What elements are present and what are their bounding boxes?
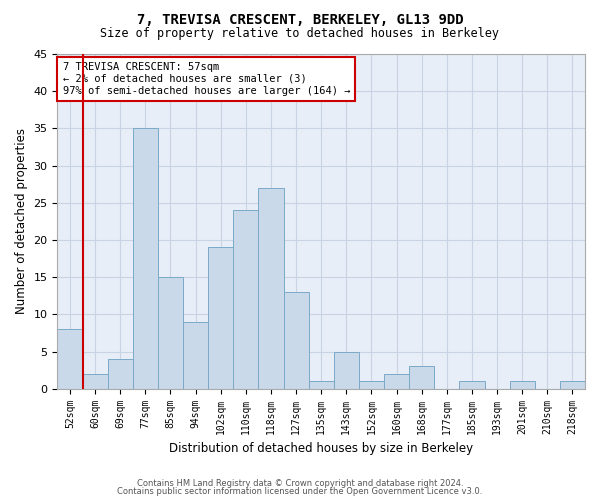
Bar — [183, 322, 208, 388]
Bar — [560, 382, 585, 388]
Bar — [107, 359, 133, 388]
Bar — [308, 382, 334, 388]
Bar — [384, 374, 409, 388]
Text: Size of property relative to detached houses in Berkeley: Size of property relative to detached ho… — [101, 28, 499, 40]
Bar — [133, 128, 158, 388]
Text: Contains HM Land Registry data © Crown copyright and database right 2024.: Contains HM Land Registry data © Crown c… — [137, 478, 463, 488]
X-axis label: Distribution of detached houses by size in Berkeley: Distribution of detached houses by size … — [169, 442, 473, 455]
Bar — [409, 366, 434, 388]
Y-axis label: Number of detached properties: Number of detached properties — [15, 128, 28, 314]
Bar — [359, 382, 384, 388]
Bar — [58, 329, 83, 388]
Bar — [284, 292, 308, 388]
Bar — [208, 248, 233, 388]
Text: Contains public sector information licensed under the Open Government Licence v3: Contains public sector information licen… — [118, 487, 482, 496]
Bar — [259, 188, 284, 388]
Bar — [509, 382, 535, 388]
Text: 7, TREVISA CRESCENT, BERKELEY, GL13 9DD: 7, TREVISA CRESCENT, BERKELEY, GL13 9DD — [137, 12, 463, 26]
Bar — [83, 374, 107, 388]
Bar — [334, 352, 359, 389]
Bar — [233, 210, 259, 388]
Bar — [158, 277, 183, 388]
Bar — [460, 382, 485, 388]
Text: 7 TREVISA CRESCENT: 57sqm
← 2% of detached houses are smaller (3)
97% of semi-de: 7 TREVISA CRESCENT: 57sqm ← 2% of detach… — [62, 62, 350, 96]
